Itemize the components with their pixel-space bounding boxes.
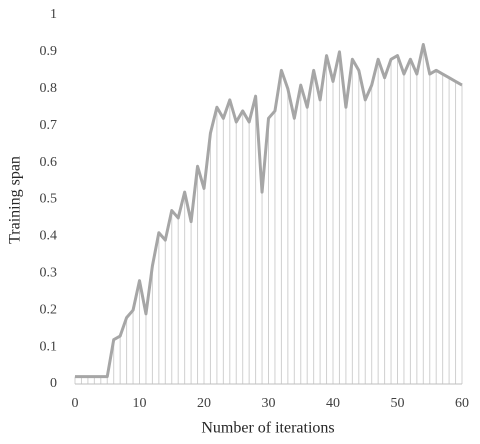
x-axis-title: Number of iterations: [201, 420, 334, 437]
y-axis-title: Training span: [7, 156, 24, 244]
y-tick-label: 0.3: [40, 266, 58, 281]
x-tick-label: 60: [455, 396, 469, 411]
y-tick-label: 1: [50, 7, 57, 22]
x-tick-label: 40: [326, 396, 340, 411]
x-tick-label: 20: [197, 396, 211, 411]
y-tick-label: 0.1: [40, 339, 58, 354]
x-tick-label: 0: [72, 396, 79, 411]
y-tick-label: 0.6: [40, 155, 58, 170]
x-tick-label: 10: [133, 396, 147, 411]
y-tick-label: 0.2: [40, 302, 58, 317]
x-tick-label: 30: [262, 396, 276, 411]
x-tick-label: 50: [391, 396, 405, 411]
data-line: [75, 43, 463, 379]
y-tick-label: 0.4: [40, 229, 58, 244]
y-tick-label: 0.5: [40, 192, 58, 207]
y-tick-label: 0: [50, 376, 57, 391]
y-tick-label: 0.9: [40, 44, 58, 59]
y-tick-label: 0.7: [40, 118, 58, 133]
y-tick-label: 0.8: [40, 81, 58, 96]
